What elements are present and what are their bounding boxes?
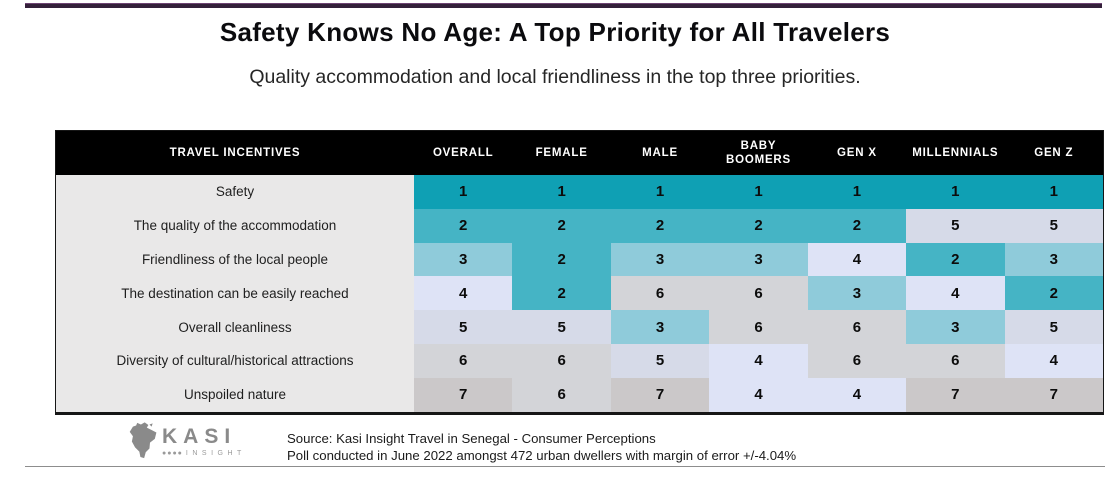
rank-cell: 7 — [414, 377, 513, 412]
row-label: Unspoiled nature — [56, 377, 414, 412]
rank-cell: 4 — [709, 377, 808, 412]
rank-cell: 3 — [807, 276, 907, 311]
rank-cell: 2 — [709, 208, 808, 243]
rank-cell: 3 — [610, 310, 710, 344]
row-label: Friendliness of the local people — [56, 242, 414, 277]
rank-cell: 5 — [610, 343, 710, 378]
rank-cell: 4 — [807, 242, 907, 277]
rank-cell: 6 — [709, 310, 808, 344]
rank-cell: 4 — [709, 343, 808, 378]
row-label: The destination can be easily reached — [56, 276, 414, 311]
rank-cell: 5 — [1004, 310, 1103, 344]
rank-cell: 6 — [807, 343, 907, 378]
rank-cell: 4 — [1004, 343, 1103, 378]
page-title: Safety Knows No Age: A Top Priority for … — [219, 17, 891, 47]
brand-dots: ●●●● — [162, 449, 183, 457]
rank-cell: 4 — [807, 377, 907, 412]
rank-cell: 3 — [709, 242, 808, 277]
column-header: MALE — [610, 131, 710, 175]
rank-cell: 6 — [512, 343, 611, 378]
rank-cell: 7 — [906, 377, 1005, 412]
rank-cell: 5 — [1004, 208, 1103, 243]
source-text: Source: Kasi Insight Travel in Senegal -… — [287, 430, 796, 464]
rank-cell: 2 — [906, 242, 1005, 277]
rank-cell: 5 — [906, 208, 1005, 243]
rank-cell: 1 — [906, 175, 1005, 209]
rank-cell: 3 — [906, 310, 1005, 344]
column-header: BABY BOOMERS — [709, 131, 808, 175]
rank-cell: 3 — [610, 242, 710, 277]
rank-cell: 7 — [1004, 377, 1103, 412]
column-header: GEN Z — [1004, 131, 1103, 175]
rank-cell: 1 — [1004, 175, 1103, 209]
rank-cell: 5 — [512, 310, 611, 344]
brand-subtitle: ●●●● INSIGHT — [162, 449, 246, 457]
rank-cell: 7 — [610, 377, 710, 412]
brand-name: KASI — [162, 424, 237, 448]
rank-cell: 1 — [414, 175, 513, 209]
rank-cell: 2 — [1004, 276, 1103, 311]
column-header: MILLENNIALS — [906, 131, 1005, 175]
rank-cell: 4 — [906, 276, 1005, 311]
africa-map-icon — [129, 422, 157, 459]
row-label: Safety — [56, 175, 414, 209]
rank-cell: 6 — [709, 276, 808, 311]
brand-text: KASI ●●●● INSIGHT — [162, 426, 246, 457]
kasi-logo: KASI ●●●● INSIGHT — [126, 420, 256, 462]
rank-cell: 1 — [610, 175, 710, 209]
rank-cell: 2 — [807, 208, 907, 243]
column-header: FEMALE — [512, 131, 611, 175]
rank-cell: 5 — [414, 310, 513, 344]
rank-cell: 2 — [512, 208, 611, 243]
rank-cell: 2 — [414, 208, 513, 243]
incentives-table: TRAVEL INCENTIVES OVERALL FEMALE MALE BABY B… — [55, 130, 1104, 415]
row-label: Diversity of cultural/historical attract… — [56, 343, 414, 378]
rank-cell: 1 — [709, 175, 808, 209]
rank-cell: 6 — [807, 310, 907, 344]
rank-cell: 1 — [512, 175, 611, 209]
rank-cell: 3 — [414, 242, 513, 277]
column-header: GEN X — [807, 131, 907, 175]
rank-cell: 6 — [414, 343, 513, 378]
rank-cell: 2 — [512, 242, 611, 277]
column-header: OVERALL — [414, 131, 513, 175]
rank-cell: 6 — [906, 343, 1005, 378]
row-label: Overall cleanliness — [56, 310, 414, 344]
row-label: The quality of the accommodation — [56, 208, 414, 243]
rank-cell: 6 — [610, 276, 710, 311]
rank-cell: 4 — [414, 276, 513, 311]
source-line-2: Poll conducted in June 2022 amongst 472 … — [287, 448, 797, 464]
column-header-travel-incentives: TRAVEL INCENTIVES — [56, 131, 414, 175]
source-line-1: Source: Kasi Insight Travel in Senegal -… — [287, 431, 656, 446]
accent-bar — [25, 3, 1102, 8]
rank-cell: 6 — [512, 377, 611, 412]
page-subtitle: Quality accommodation and local friendli… — [249, 66, 861, 88]
footer-divider — [25, 466, 1105, 467]
rank-cell: 1 — [807, 175, 907, 209]
rank-cell: 3 — [1004, 242, 1103, 277]
rank-cell: 2 — [512, 276, 611, 311]
rank-cell: 2 — [610, 208, 710, 243]
